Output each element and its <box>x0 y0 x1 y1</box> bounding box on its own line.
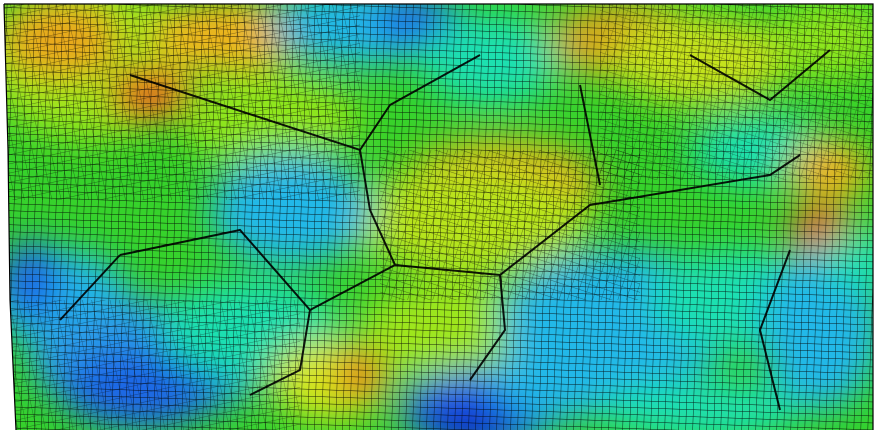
mesh-outline <box>3 3 874 430</box>
grain-boundaries <box>59 49 831 411</box>
